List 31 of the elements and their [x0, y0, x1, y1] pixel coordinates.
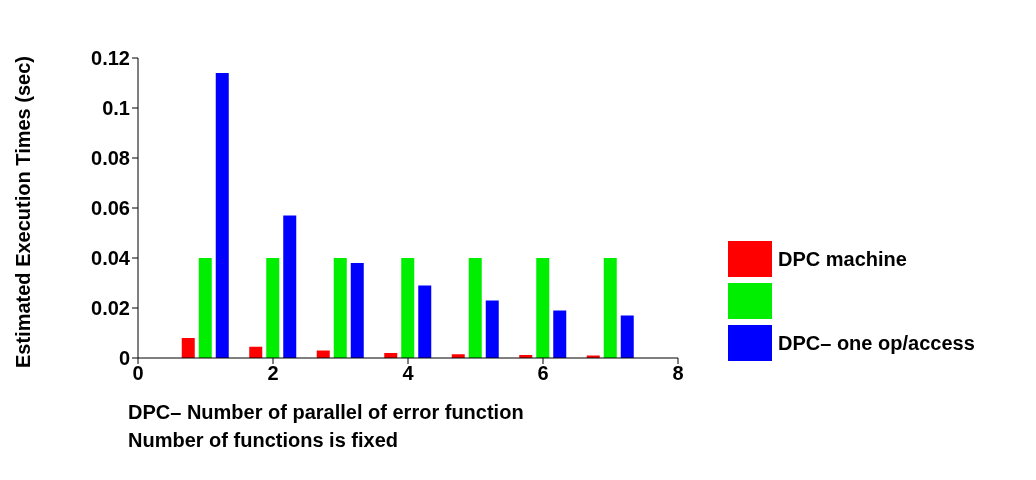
y-tick-label: 0.06: [91, 197, 130, 220]
bar: [283, 215, 297, 358]
bar: [266, 258, 280, 358]
x-tick-label: 8: [672, 362, 684, 385]
bar: [401, 258, 415, 358]
legend-label: DPC machine: [778, 247, 907, 271]
bar: [536, 258, 550, 358]
x-tick-label: 0: [132, 362, 144, 385]
bar: [603, 258, 617, 358]
bar: [198, 258, 212, 358]
y-tick-label: 0.1: [102, 97, 130, 120]
legend-label: DPC– one op/access: [778, 331, 975, 355]
bar: [553, 310, 567, 358]
x-tick-label: 2: [267, 362, 279, 385]
y-tick-label: 0.12: [91, 47, 130, 70]
y-tick-label: 0.04: [91, 247, 131, 270]
x-tick-label: 6: [537, 362, 549, 385]
y-axis-title: Estimated Execution Times (sec): [12, 56, 35, 368]
bar: [181, 338, 195, 358]
bar: [350, 263, 364, 358]
y-tick-label: 0: [118, 347, 130, 370]
x-axis-title: DPC– Number of parallel of error function Number of functions is fixed: [128, 400, 525, 453]
bar: [215, 73, 229, 358]
y-tick-label: 0.02: [91, 297, 130, 320]
x-tick-label: 4: [402, 362, 415, 385]
bar: [485, 300, 499, 358]
bar: [333, 258, 347, 358]
bar: [468, 258, 482, 358]
bar: [418, 285, 432, 358]
y-tick-label: 0.08: [91, 147, 130, 170]
bar: [620, 315, 634, 358]
